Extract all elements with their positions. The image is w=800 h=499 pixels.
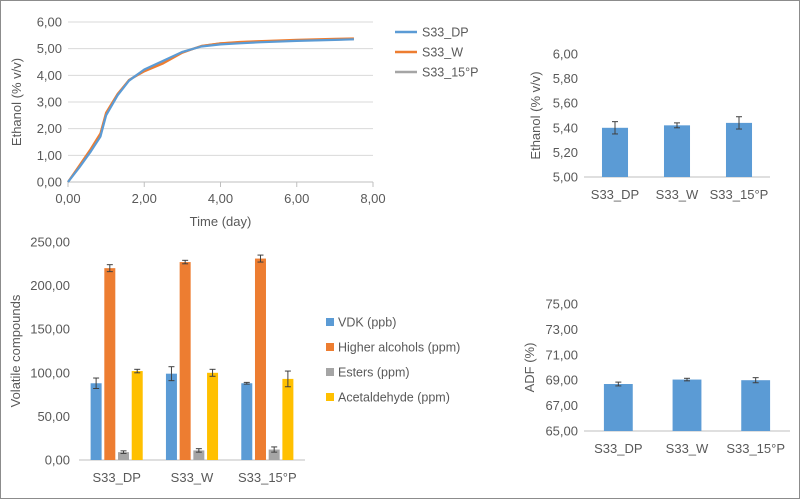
bar xyxy=(165,373,177,460)
category-label: S33_DP xyxy=(594,441,642,456)
category-label: S33_DP xyxy=(591,187,639,202)
y-tick-label: 5,40 xyxy=(553,120,578,135)
bar xyxy=(207,372,219,460)
x-tick-label: 6,00 xyxy=(284,191,309,206)
y-tick-label: 71,00 xyxy=(545,347,578,362)
bar xyxy=(603,384,633,431)
series-line-2 xyxy=(67,37,354,183)
x-tick-label: 2,00 xyxy=(132,191,157,206)
y-tick-label: 0,00 xyxy=(45,453,70,468)
y-tick-label: 5,20 xyxy=(553,145,578,160)
bar xyxy=(254,258,266,460)
bar xyxy=(601,127,629,177)
bar xyxy=(118,452,130,460)
bar xyxy=(104,268,116,460)
category-label: S33_15°P xyxy=(726,441,785,456)
y-tick-label: 6,00 xyxy=(553,47,578,62)
y-tick-label: 6,00 xyxy=(37,15,62,30)
y-tick-label: 5,60 xyxy=(553,96,578,111)
y-axis-title: Volatile compounds xyxy=(8,294,23,407)
legend-label: Esters (ppm) xyxy=(338,366,410,380)
y-tick-label: 50,00 xyxy=(37,409,70,424)
category-label: S33_W xyxy=(171,470,214,485)
legend-swatch xyxy=(326,393,334,401)
bar xyxy=(193,450,205,460)
bar xyxy=(241,383,253,460)
category-label: S33_W xyxy=(666,441,709,456)
y-axis-title: Ethanol (% v/v) xyxy=(528,71,543,159)
series-line-1 xyxy=(67,38,354,183)
legend-label: S33_W xyxy=(422,46,463,60)
y-tick-label: 75,00 xyxy=(545,297,578,312)
category-label: S33_15°P xyxy=(238,470,297,485)
category-label: S33_15°P xyxy=(710,187,769,202)
y-tick-label: 69,00 xyxy=(545,373,578,388)
legend-label: S33_DP xyxy=(422,26,469,40)
y-tick-label: 4,00 xyxy=(37,68,62,83)
y-tick-label: 2,00 xyxy=(37,121,62,136)
legend-label: Higher alcohols (ppm) xyxy=(338,341,460,355)
ethanol-time-line-chart: 0,00 1,00 2,00 3,00 4,00 5,00 6,00 0,00 2,00 4,00… xyxy=(9,15,478,230)
bar xyxy=(672,379,702,431)
x-tick-label: 0,00 xyxy=(55,191,80,206)
bar xyxy=(741,380,771,431)
bar xyxy=(663,125,691,177)
y-tick-label: 200,00 xyxy=(30,278,70,293)
legend-swatch xyxy=(326,318,334,326)
category-label: S33_DP xyxy=(92,470,140,485)
y-tick-label: 5,00 xyxy=(37,41,62,56)
x-axis-title: Time (day) xyxy=(190,214,252,229)
y-tick-label: 67,00 xyxy=(545,398,578,413)
y-tick-label: 0,00 xyxy=(37,175,62,190)
ethanol-final-bar-chart: 5,00 5,20 5,40 5,60 5,80 6,00 Ethanol (% v/v) S… xyxy=(528,47,770,202)
y-tick-label: 65,00 xyxy=(545,424,578,439)
bar xyxy=(725,122,753,177)
y-tick-label: 5,00 xyxy=(553,170,578,185)
bar xyxy=(268,449,280,460)
bar xyxy=(179,262,191,460)
legend-label: Acetaldehyde (ppm) xyxy=(338,391,450,405)
bar xyxy=(282,378,294,460)
legend-label: S33_15°P xyxy=(422,66,478,80)
series-line-3 xyxy=(67,38,354,183)
y-tick-label: 1,00 xyxy=(37,148,62,163)
legend-swatch xyxy=(326,368,334,376)
y-tick-label: 250,00 xyxy=(30,235,70,250)
legend-label: VDK (ppb) xyxy=(338,316,396,330)
y-tick-label: 5,80 xyxy=(553,71,578,86)
x-tick-label: 4,00 xyxy=(208,191,233,206)
adf-bar-chart: 65,00 67,00 69,00 71,00 73,00 75,00 ADF (%) S33… xyxy=(522,297,790,456)
legend-swatch xyxy=(326,343,334,351)
x-tick-label: 8,00 xyxy=(360,191,385,206)
bar xyxy=(90,383,102,460)
y-axis-title: ADF (%) xyxy=(522,343,537,393)
bar xyxy=(131,371,143,460)
volatile-compounds-bar-chart: 0,00 50,00 100,00 150,00 200,00 250,00 Volatil… xyxy=(8,235,460,486)
y-tick-label: 100,00 xyxy=(30,365,70,380)
y-tick-label: 3,00 xyxy=(37,95,62,110)
y-tick-label: 150,00 xyxy=(30,322,70,337)
y-tick-label: 73,00 xyxy=(545,322,578,337)
category-label: S33_W xyxy=(656,187,699,202)
y-axis-title: Ethanol (% v/v) xyxy=(9,58,24,146)
